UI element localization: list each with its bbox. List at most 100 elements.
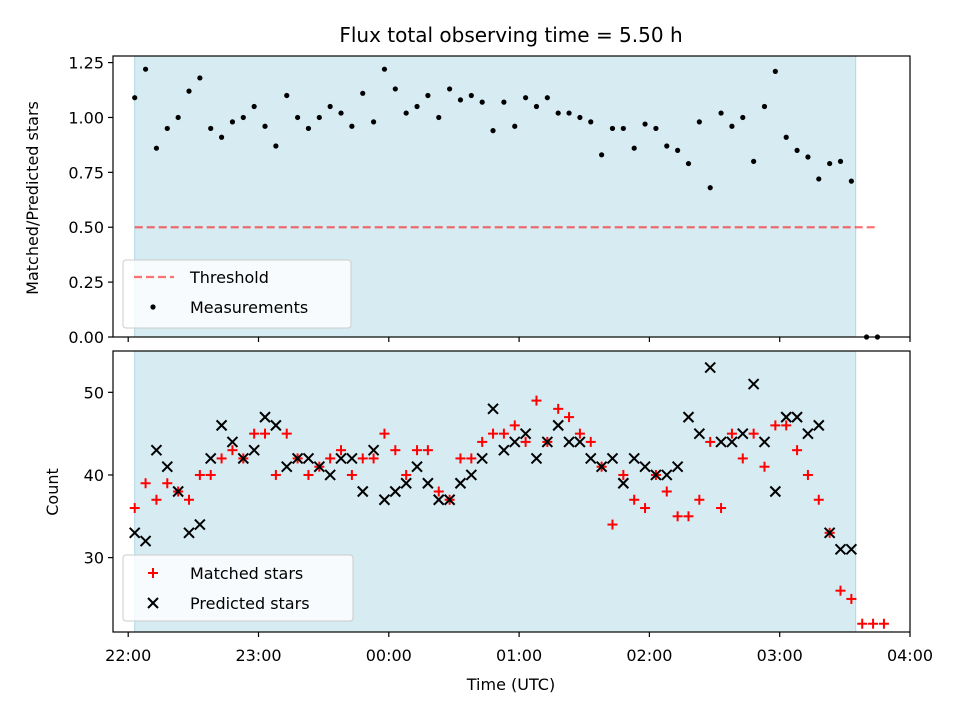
predicted-star-point: [541, 436, 554, 448]
matched-star-point: [498, 428, 509, 439]
predicted-star-point: [563, 436, 575, 448]
bottom-legend-box: [122, 554, 354, 622]
predicted-star-point: [498, 444, 510, 456]
matched-star-point: [184, 494, 195, 505]
matched-star-point: [477, 436, 488, 447]
bottom-plot-frame: [112, 350, 911, 633]
matched-star-point: [368, 453, 379, 464]
matched-star-point: [835, 585, 846, 596]
measurement-point: [490, 128, 496, 134]
matched-star-point: [357, 453, 368, 464]
predicted-star-point: [411, 460, 423, 473]
measurement-point: [653, 125, 659, 132]
measurement-point: [370, 119, 377, 125]
matched-star-point: [748, 428, 759, 439]
x-tick-label: 22:00: [105, 646, 151, 665]
measurement-point: [251, 103, 257, 110]
predicted-star-point: [813, 419, 825, 432]
predicted-star-point: [226, 436, 239, 448]
measurement-point: [273, 143, 279, 149]
x-tick-label: 01:00: [496, 646, 542, 665]
predicted-star-point: [487, 403, 499, 415]
predicted-star-point: [661, 469, 673, 481]
matched-star-point: [325, 453, 336, 464]
matched-star-point: [488, 428, 499, 439]
predicted-star-point: [574, 436, 586, 448]
measurement-point: [262, 123, 268, 129]
matched-star-point: [781, 420, 792, 431]
threshold-legend-label: Threshold: [189, 268, 269, 287]
predicted-star-point: [281, 460, 293, 473]
matched-star-point: [716, 503, 727, 514]
x-tick-label: 03:00: [757, 646, 803, 665]
matched-star-point: [878, 618, 889, 629]
predicted-star-point: [139, 535, 152, 547]
predicted-star-point: [205, 452, 217, 465]
measurement-point: [588, 119, 594, 125]
top-y-axis-label: Matched/Predicted stars: [23, 101, 42, 295]
top-plot-frame: [112, 55, 911, 338]
measurement-point: [240, 114, 246, 121]
measurement-point: [740, 114, 746, 121]
predicted-star-point: [671, 460, 684, 473]
predicted-star-point: [248, 444, 260, 456]
predicted-star-point: [433, 494, 445, 506]
measurement-point: [142, 66, 149, 72]
predicted-stars-legend-label: Predicted stars: [190, 594, 310, 613]
measurement-point: [284, 92, 290, 99]
matched-stars-legend-label: Matched stars: [190, 564, 303, 583]
predicted-star-point: [357, 485, 369, 498]
predicted-star-point: [726, 436, 738, 448]
measurement-point: [772, 68, 778, 74]
x-tick-label: 02:00: [626, 646, 672, 665]
matched-star-point: [194, 469, 205, 480]
predicted-star-point: [715, 436, 727, 448]
matched-star-point: [422, 445, 433, 456]
predicted-star-point: [476, 452, 488, 465]
matched-star-point: [412, 445, 423, 456]
matched-star-point: [553, 403, 564, 414]
predicted-star-point: [552, 419, 564, 432]
measurement-point: [696, 119, 702, 125]
measurement-point: [805, 154, 811, 160]
predicted-star-point: [194, 518, 206, 531]
matched-star-point: [640, 503, 651, 514]
matched-star-point: [401, 469, 412, 480]
measurement-point: [609, 125, 616, 132]
matched-star-point: [705, 436, 716, 447]
matched-star-point: [433, 486, 444, 497]
bottom-panel: 30 40 50 22:00 23:00 00:00 01:00 02:00 03:00 04:…: [43, 350, 933, 694]
matched-star-point: [260, 428, 271, 439]
measurement-point: [642, 121, 648, 127]
measurement-point: [294, 114, 301, 121]
predicted-star-point: [747, 378, 760, 390]
bottom-x-ticks: 22:00 23:00 00:00 01:00 02:00 03:00 04:00: [105, 632, 933, 665]
measurement-point: [153, 145, 160, 151]
predicted-star-point: [443, 494, 456, 506]
measurement-point: [305, 125, 312, 132]
matched-star-point: [531, 395, 542, 406]
measurement-point: [349, 123, 355, 129]
measurement-point: [392, 86, 398, 92]
matched-star-point: [574, 428, 585, 439]
matched-star-point: [336, 445, 347, 456]
measurement-point: [729, 123, 735, 129]
matched-stars-layer: [129, 395, 889, 629]
predicted-star-point: [617, 477, 630, 489]
matched-star-point: [270, 469, 281, 480]
measurements-legend-label: Measurements: [190, 298, 308, 317]
bottom-y-tick-label: 50: [84, 383, 104, 402]
measurement-point: [566, 110, 572, 116]
predicted-star-point: [378, 494, 391, 506]
predicted-star-point: [802, 427, 814, 440]
predicted-star-point: [172, 485, 184, 498]
measurement-point: [425, 92, 431, 99]
measurement-point: [164, 125, 170, 132]
predicted-star-point: [791, 411, 803, 423]
top-y-tick-label: 0.25: [68, 273, 104, 292]
matched-star-point: [585, 436, 596, 447]
predicted-star-point: [291, 452, 304, 465]
measurement-point: [675, 147, 681, 153]
matched-star-point: [249, 428, 260, 439]
